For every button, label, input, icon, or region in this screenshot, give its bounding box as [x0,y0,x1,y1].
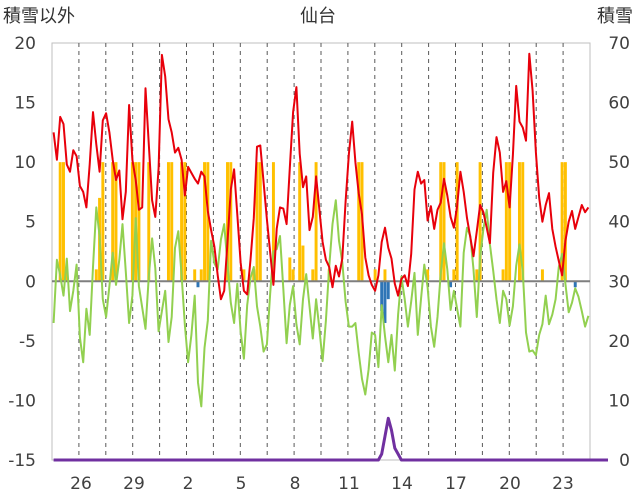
precip_bar-bar [166,162,170,282]
y-left-tick-label: -5 [19,332,36,352]
precip_bar-bar [311,269,315,282]
precip_bar-bar [439,162,443,282]
chart-title: 仙台 [300,6,336,27]
precip_bar-bar [203,162,207,282]
precip_bar-bar [540,269,544,282]
precip_bar-bar [180,162,184,282]
snowfall_bar-bar [383,281,387,323]
precip_bar-bar [258,162,262,282]
y-left-tick-label: 5 [25,213,36,233]
precip_bar-bar [206,162,210,282]
x-tick-label: 2 [183,474,194,494]
precip_bar-bar [475,269,479,282]
snowfall_bar-bar [386,281,390,300]
precip_bar-bar [271,162,275,282]
snowfall_bar-bar [573,281,577,288]
x-tick-label: 14 [391,474,413,494]
x-tick-label: 17 [445,474,467,494]
precip_bar-bar [383,269,387,282]
y-left-tick-label: 15 [14,94,36,114]
precip_bar-bar [226,162,229,282]
y-left-tick-label: 20 [14,34,36,54]
precip_bar-bar [442,162,446,282]
precip_bar-bar [62,162,65,282]
y-right-tick-label: 50 [608,153,630,173]
precip_bar-bar [501,269,505,282]
y-right-tick-label: 20 [608,332,630,352]
precip_bar-bar [130,162,134,282]
precip_bar-bar [183,162,187,282]
y-right-tick-label: 40 [608,213,630,233]
y-left-tick-label: -15 [8,451,36,471]
precip_bar-bar [426,269,430,282]
precip_bar-bar [504,162,508,282]
min_temp-line [52,199,590,408]
snowfall_bar-bar [449,281,453,288]
precip_bar-bar [65,269,69,282]
y-right-tick-label: 30 [608,272,630,292]
precip_bar-bar [255,162,259,282]
precip_bar-bar [563,162,567,282]
y-right-tick-label: 70 [608,34,630,54]
x-tick-label: 20 [499,474,521,494]
x-tick-label: 8 [290,474,301,494]
precip_bar-bar [478,162,482,282]
precip_bar-bar [357,162,361,282]
precip_bar-bar [291,269,295,282]
precip_bar-bar [58,162,62,282]
y-left-tick-label: 10 [14,153,36,173]
x-tick-label: 11 [338,474,360,494]
left-axis-title: 積雪以外 [3,6,75,27]
y-right-tick-label: 0 [619,451,630,471]
max_temp-line [52,52,590,301]
precip_bar-bar [137,162,141,282]
precip_bar-bar [94,269,98,282]
precip_bar-bar [199,269,203,282]
snowfall_bar-bar [380,281,384,312]
bar-layer [58,162,577,323]
precip_bar-bar [373,269,377,282]
y-right-tick-label: 60 [608,94,630,114]
precip_bar-bar [229,162,233,282]
precip_bar-bar [147,162,151,282]
precip_bar-bar [452,269,456,282]
x-tick-label: 29 [123,474,145,494]
precip_bar-bar [288,257,292,282]
precip_bar-bar [170,162,174,282]
precip_bar-bar [114,162,118,282]
y-right-tick-label: 10 [608,391,630,411]
right-axis-title: 積雪 [597,6,633,27]
precip_bar-bar [521,162,525,282]
x-tick-label: 5 [236,474,247,494]
precip_bar-bar [101,162,105,282]
snow_depth-line [53,416,608,462]
snowfall_bar-bar [196,281,200,288]
precip_bar-bar [301,245,305,282]
precip_bar-bar [508,162,512,282]
precip_bar-bar [242,269,246,282]
line-layer [52,52,608,462]
x-tick-label: 23 [552,474,574,494]
precip_bar-bar [560,162,564,282]
precip_bar-bar [455,162,459,282]
precip_bar-bar [298,162,302,282]
y-left-tick-label: -10 [8,391,36,411]
y-left-tick-label: 0 [25,272,36,292]
x-tick-label: 26 [70,474,92,494]
precip_bar-bar [193,269,197,282]
precip_bar-bar [314,162,318,282]
precip_bar-bar [111,162,115,282]
precip_bar-bar [517,162,521,282]
